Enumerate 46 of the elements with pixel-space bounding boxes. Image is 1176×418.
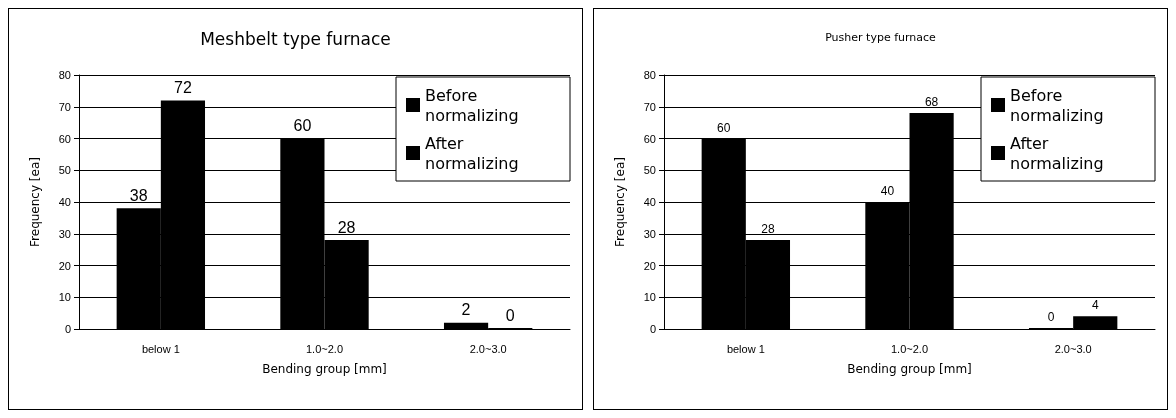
x-tick-label: 1.0~2.0 <box>305 342 344 355</box>
x-tick-label: below 1 <box>726 342 765 355</box>
x-axis-title: Bending group [mm] <box>847 362 972 376</box>
y-axis-title: Frequency [ea] <box>613 157 627 247</box>
data-label: 2 <box>461 301 471 319</box>
data-label: 40 <box>880 184 895 198</box>
data-label: 4 <box>1091 298 1099 313</box>
y-tick-label: 10 <box>58 291 71 304</box>
chart-title: Pusher type furnace <box>825 31 937 44</box>
y-tick-label: 30 <box>58 227 71 240</box>
legend-label: Before normalizing <box>425 85 519 125</box>
x-tick-label: 2.0~3.0 <box>469 342 507 355</box>
data-label: 0 <box>1047 310 1055 324</box>
y-tick-label: 10 <box>643 291 656 304</box>
data-label: 38 <box>129 186 148 204</box>
data-label: 28 <box>761 222 775 237</box>
y-axis-title: Frequency [ea] <box>28 157 42 247</box>
x-axis-title: Bending group [mm] <box>262 362 387 376</box>
data-label: 68 <box>924 95 939 110</box>
y-tick-label: 80 <box>643 69 656 81</box>
y-tick-label: 60 <box>643 132 656 145</box>
data-label: 60 <box>717 120 731 135</box>
y-tick-label: 60 <box>58 132 71 145</box>
y-tick-label: 70 <box>58 100 71 113</box>
data-label: 72 <box>174 78 192 96</box>
y-tick-label: 20 <box>643 259 656 272</box>
y-tick-label: 80 <box>58 69 71 81</box>
y-tick-label: 0 <box>64 323 71 335</box>
y-tick-label: 20 <box>58 259 71 272</box>
data-label: 60 <box>293 117 312 134</box>
data-label: 0 <box>505 306 515 324</box>
chart-title: Meshbelt type furnace <box>200 28 391 49</box>
legend-label: Before normalizing <box>1010 85 1104 125</box>
y-tick-label: 40 <box>643 196 656 208</box>
y-tick-label: 50 <box>58 164 71 177</box>
legend-label: After normalizing <box>425 133 519 173</box>
y-tick-label: 40 <box>58 196 71 208</box>
x-tick-label: 1.0~2.0 <box>890 342 929 355</box>
x-tick-label: 2.0~3.0 <box>1054 342 1092 355</box>
x-tick-label: below 1 <box>141 342 180 355</box>
y-tick-label: 50 <box>643 164 656 177</box>
y-tick-label: 70 <box>643 100 656 113</box>
data-label: 28 <box>337 218 356 236</box>
y-tick-label: 30 <box>643 227 656 240</box>
legend-label: After normalizing <box>1010 133 1104 173</box>
y-tick-label: 0 <box>649 323 656 335</box>
